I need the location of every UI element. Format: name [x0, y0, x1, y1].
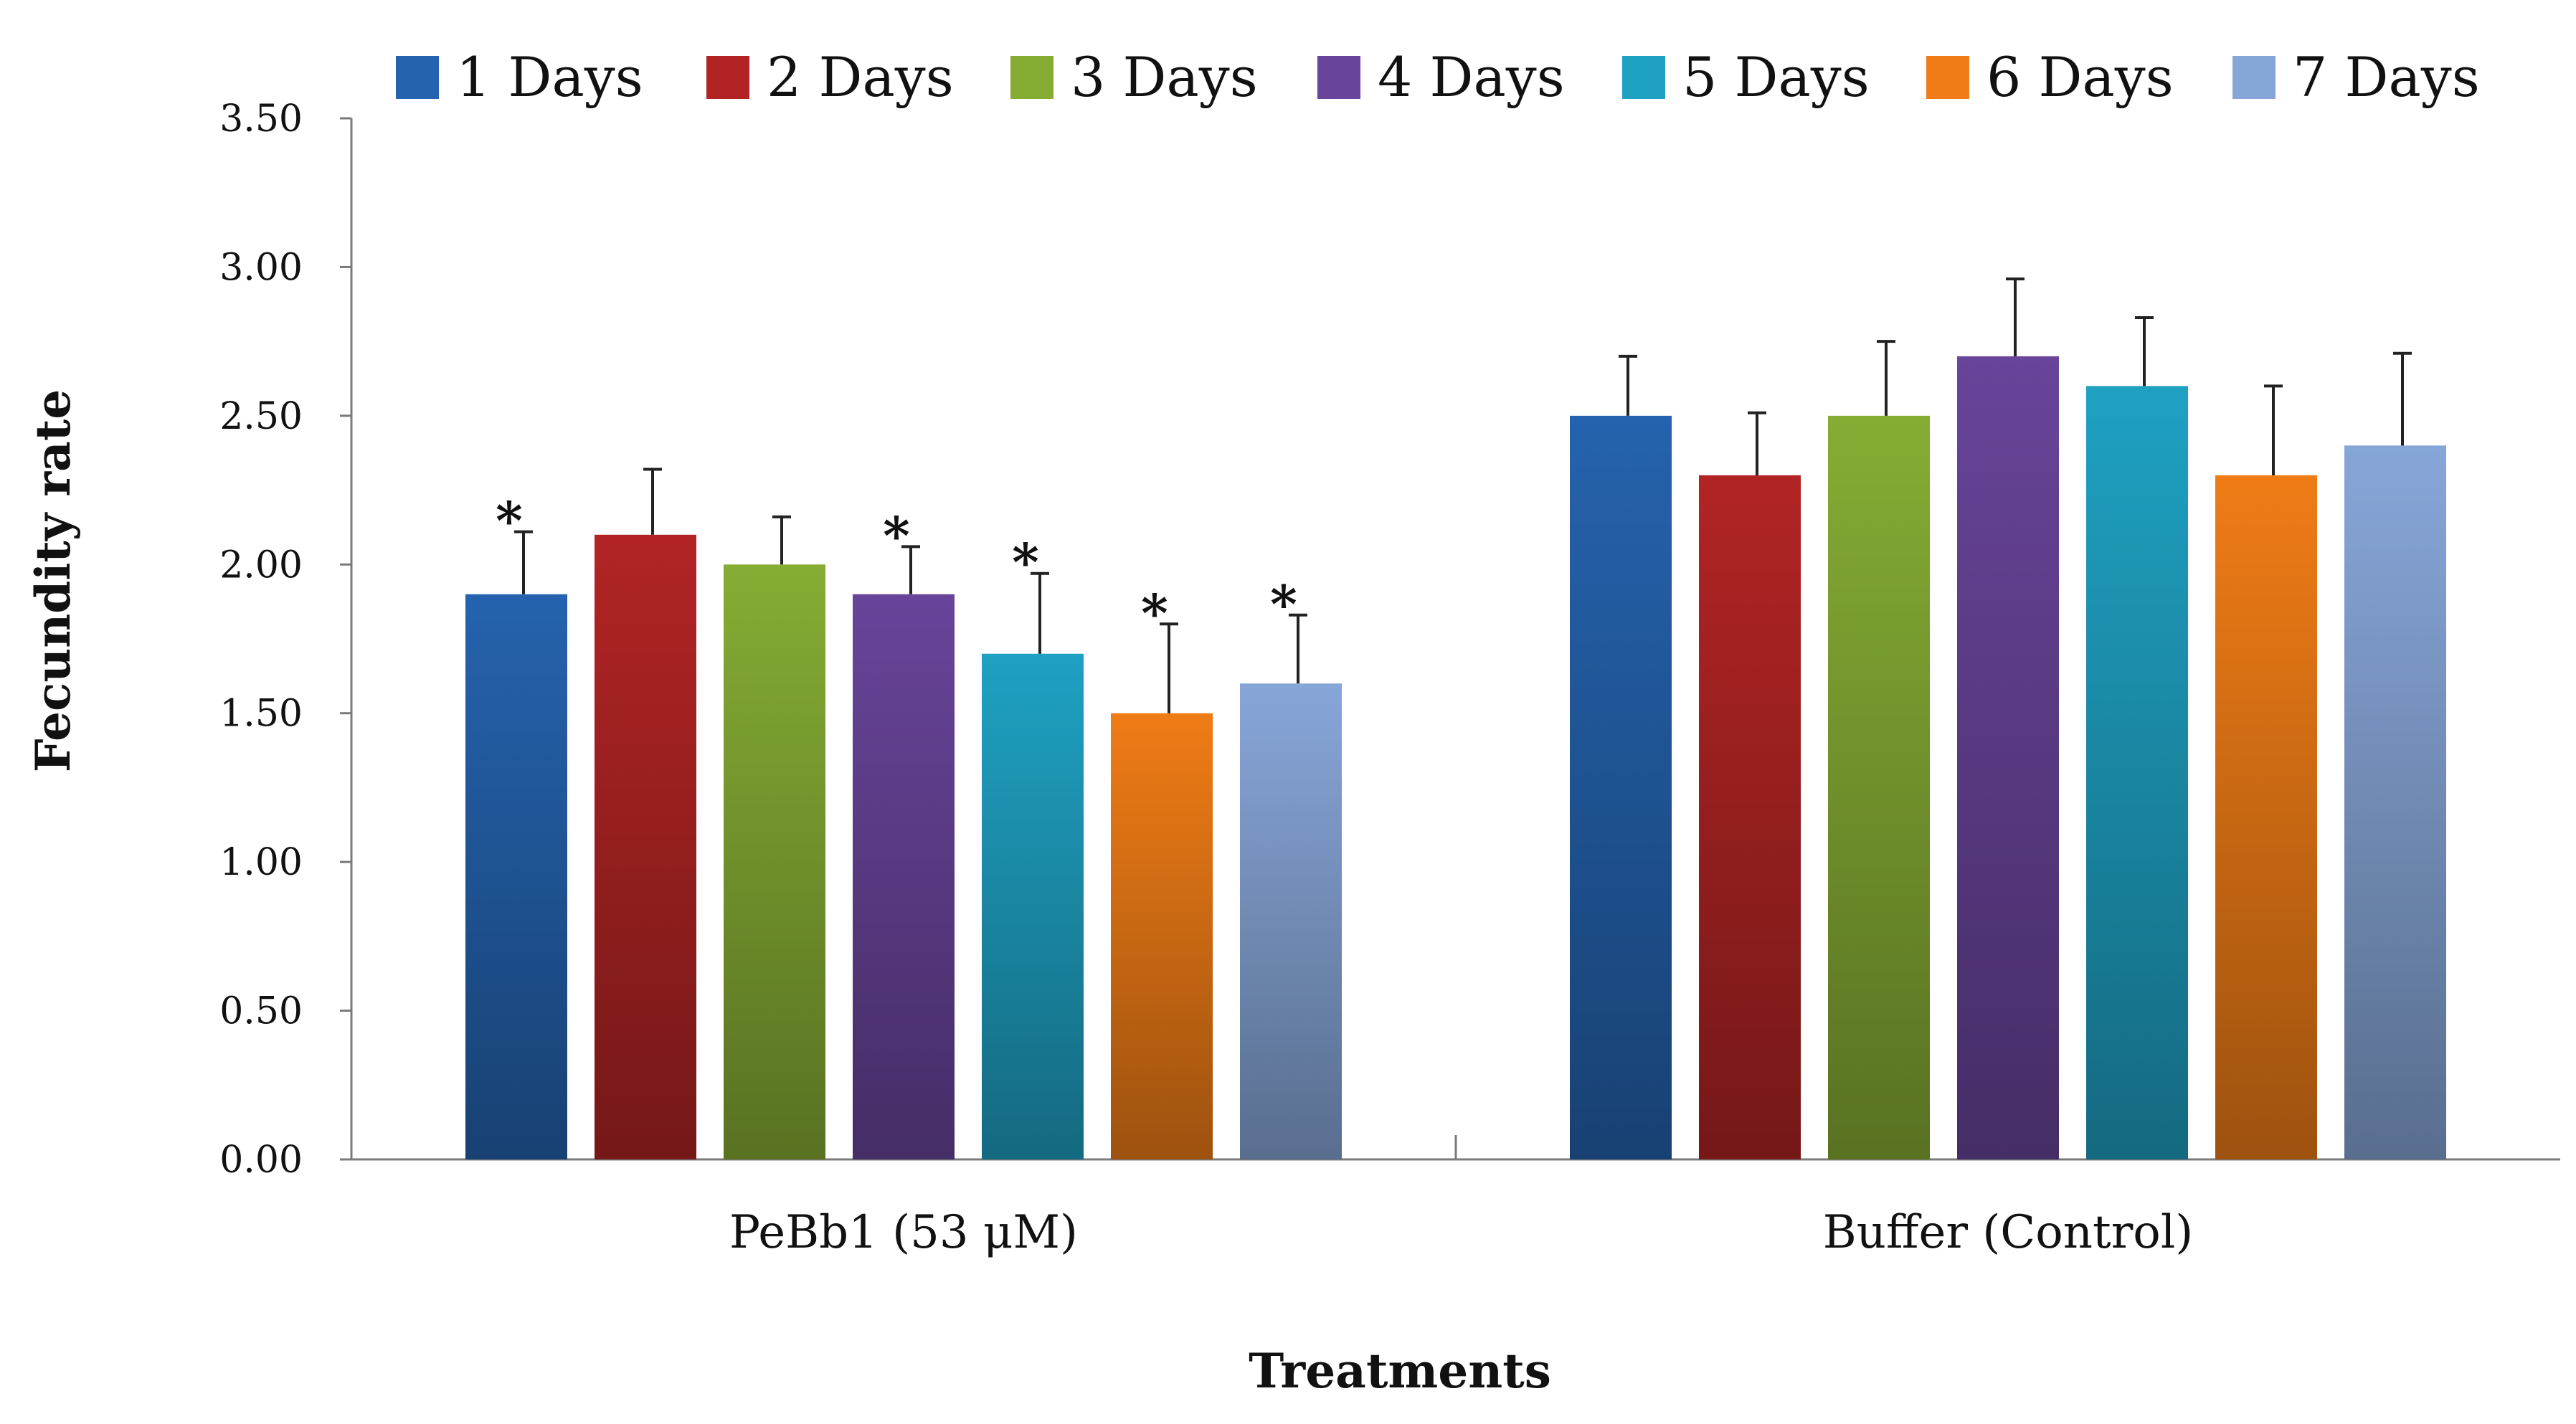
y-tick-label: 2.00	[219, 544, 303, 587]
bar	[1111, 713, 1213, 1159]
legend-swatch	[1010, 56, 1053, 99]
y-axis-title: Fecundity rate	[25, 389, 81, 772]
legend-label: 6 Days	[1987, 45, 2174, 109]
legend-swatch	[1926, 56, 1969, 99]
bar	[1957, 356, 2059, 1159]
significance-marker: *	[1270, 574, 1297, 635]
significance-marker: *	[496, 490, 523, 551]
legend-swatch	[706, 56, 749, 99]
x-category-label: Buffer (Control)	[1823, 1206, 2194, 1259]
bars: * * * * *	[465, 277, 2446, 1160]
y-axis: 0.00 0.50 1.00 1.50 2.00 2.50 3.00 3.50	[219, 98, 353, 1182]
legend-swatch	[396, 56, 439, 99]
significance-marker: *	[883, 505, 910, 566]
y-tick-label: 3.00	[219, 246, 303, 289]
bar	[465, 594, 567, 1159]
bar	[2344, 445, 2446, 1159]
bar	[982, 653, 1084, 1159]
x-axis-title: Treatments	[1249, 1343, 1551, 1399]
significance-marker: *	[1141, 582, 1168, 643]
bar	[1570, 415, 1672, 1159]
bar	[2086, 386, 2188, 1160]
y-tick-label: 3.50	[219, 98, 303, 141]
x-category-label: PeBb1 (53 μM)	[729, 1206, 1078, 1259]
y-tick-label: 1.00	[219, 841, 303, 884]
bar	[1240, 683, 1342, 1159]
legend-swatch	[1317, 56, 1360, 99]
legend-label: 3 Days	[1071, 45, 1258, 109]
significance-marker: *	[1012, 532, 1039, 593]
bar	[595, 534, 696, 1159]
bar	[853, 594, 955, 1159]
y-tick-label: 2.50	[219, 395, 303, 438]
legend-label: 4 Days	[1378, 45, 1565, 109]
legend-label: 7 Days	[2293, 45, 2480, 109]
legend-swatch	[1622, 56, 1665, 99]
y-tick-label: 0.50	[219, 990, 303, 1033]
x-axis: PeBb1 (53 μM) Buffer (Control)	[351, 1135, 2560, 1259]
legend-label: 5 Days	[1682, 45, 1870, 109]
legend-label: 2 Days	[767, 45, 954, 109]
bar	[1828, 415, 1930, 1159]
bar	[1699, 475, 1801, 1159]
bar	[724, 564, 825, 1159]
legend-label: 1 Days	[456, 45, 643, 109]
legend-swatch	[2232, 56, 2276, 99]
y-tick-label: 1.50	[219, 693, 303, 736]
y-tick-label: 0.00	[219, 1139, 303, 1182]
legend: 1 Days 2 Days 3 Days 4 Days 5 Days 6 Days 7 Da…	[396, 45, 2480, 109]
bar	[2215, 475, 2317, 1159]
